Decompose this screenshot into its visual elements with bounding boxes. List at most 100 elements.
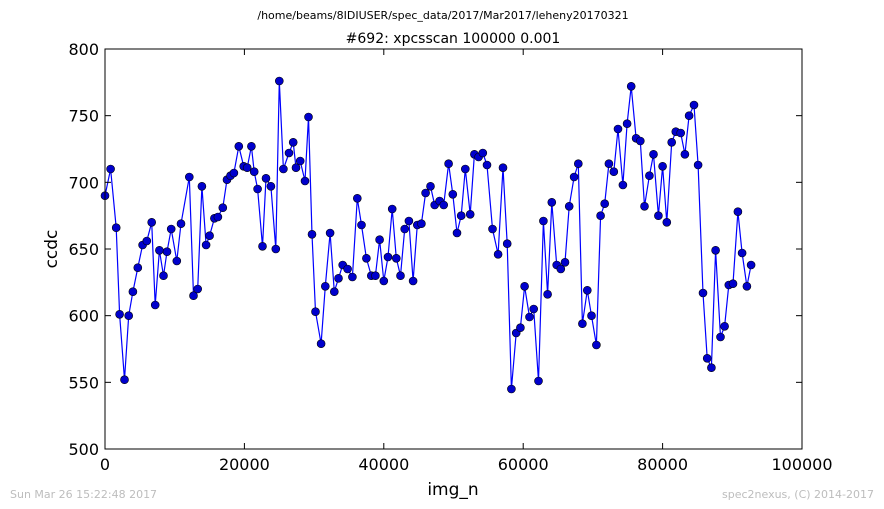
data-point <box>291 163 301 172</box>
data-point <box>396 271 405 281</box>
data-point <box>573 159 583 168</box>
y-tick-label: 700 <box>68 173 99 192</box>
data-point <box>465 210 475 219</box>
data-point <box>193 284 202 294</box>
data-point <box>159 271 168 281</box>
data-point <box>689 100 699 110</box>
data-point <box>320 281 330 291</box>
data-point <box>613 124 623 134</box>
data-point <box>728 279 738 289</box>
data-point <box>150 300 160 310</box>
data-point <box>325 228 335 238</box>
data-point <box>716 332 725 342</box>
y-tick-label: 600 <box>68 307 99 326</box>
data-point <box>242 163 252 172</box>
x-tick-label: 20000 <box>219 455 270 474</box>
data-point <box>284 148 294 158</box>
data-point <box>391 253 401 263</box>
data-point <box>658 162 667 171</box>
data-point <box>626 82 636 91</box>
data-point <box>600 199 610 208</box>
data-point <box>408 276 418 286</box>
data-point <box>307 230 317 239</box>
data-point <box>334 273 343 283</box>
data-point <box>507 384 516 394</box>
data-point <box>635 136 645 146</box>
data-point <box>622 119 632 128</box>
data-point <box>525 312 534 322</box>
data-point <box>176 219 186 228</box>
data-point <box>352 194 362 203</box>
data-point <box>478 148 488 158</box>
x-tick-label: 80000 <box>637 455 688 474</box>
data-point <box>640 202 649 211</box>
data-point <box>421 188 430 198</box>
data-point <box>147 218 156 227</box>
y-tick-label: 750 <box>68 107 99 126</box>
data-point <box>234 142 244 151</box>
data-point <box>556 264 566 274</box>
data-point <box>185 172 194 182</box>
data-point <box>720 321 729 331</box>
data-point <box>261 174 271 183</box>
series-line <box>104 80 752 390</box>
data-point <box>547 198 557 207</box>
axis-ticks <box>104 48 803 450</box>
y-tick-label: 650 <box>68 240 99 259</box>
data-point <box>343 264 352 274</box>
x-tick-label: 0 <box>100 455 110 474</box>
data-point <box>300 176 310 186</box>
data-point <box>448 190 458 199</box>
data-point <box>746 260 756 270</box>
data-point <box>375 235 384 244</box>
data-point <box>288 138 298 147</box>
data-point <box>698 288 708 298</box>
y-tick-label: 500 <box>68 440 99 459</box>
data-point <box>229 168 239 178</box>
data-point <box>383 252 393 262</box>
data-point <box>645 171 654 180</box>
data-file-path: /home/beams/8IDIUSER/spec_data/2017/Mar2… <box>257 9 628 22</box>
data-point <box>662 218 672 227</box>
data-point <box>111 223 121 232</box>
data-point <box>529 304 539 314</box>
data-point <box>120 375 129 385</box>
data-point <box>249 167 259 176</box>
data-point <box>502 239 512 248</box>
data-point <box>592 340 601 350</box>
data-point <box>711 246 720 255</box>
data-point <box>155 246 164 255</box>
data-point <box>253 184 262 194</box>
x-axis-label: img_n <box>427 480 478 500</box>
data-point <box>693 160 703 170</box>
data-point <box>452 228 462 238</box>
data-point <box>604 159 614 168</box>
data-point <box>684 111 694 120</box>
data-point <box>587 311 596 321</box>
data-point <box>205 231 214 240</box>
data-point <box>654 211 663 220</box>
data-point <box>460 164 470 174</box>
data-point <box>124 311 133 321</box>
data-point <box>488 224 497 234</box>
data-point <box>737 248 747 258</box>
data-point <box>456 211 466 220</box>
data-point <box>258 242 267 251</box>
data-point <box>742 281 752 291</box>
data-point <box>362 253 371 263</box>
data-point <box>649 150 658 159</box>
data-point <box>329 287 339 297</box>
plot-area <box>100 76 756 394</box>
data-point <box>676 128 686 138</box>
data-point <box>316 339 326 349</box>
plot-frame <box>104 48 803 450</box>
data-point <box>295 156 305 166</box>
data-point <box>142 236 152 246</box>
data-point <box>534 376 543 386</box>
data-point <box>201 240 211 250</box>
data-point <box>166 224 176 234</box>
y-axis-label: ccdc <box>42 230 62 269</box>
chart-title: #692: xpcsscan 100000 0.001 <box>346 31 561 47</box>
data-point <box>404 216 414 226</box>
data-point <box>271 244 281 254</box>
